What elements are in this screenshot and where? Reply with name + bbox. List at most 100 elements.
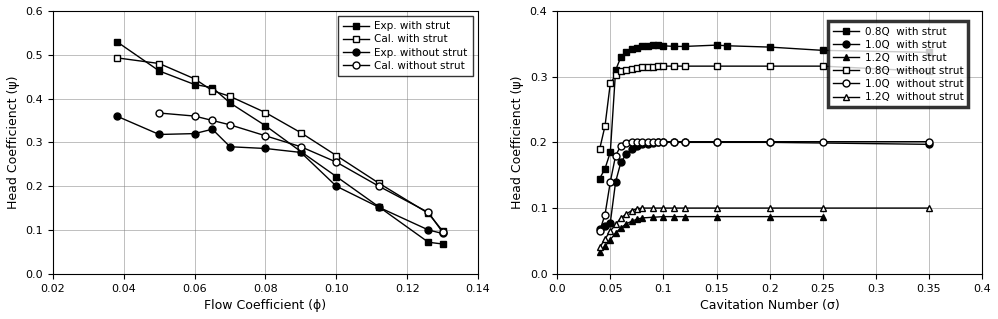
0.8Q⁤  without strut xyxy=(594,147,606,151)
0.8Q⁤  without strut xyxy=(605,81,617,85)
Cal. with strut xyxy=(436,229,448,233)
1.2Q⁤  with strut xyxy=(631,217,643,221)
Line: 0.8Q⁤  without strut: 0.8Q⁤ without strut xyxy=(596,63,932,152)
Exp. without strut xyxy=(330,184,342,188)
0.8Q⁤  with strut xyxy=(679,45,691,48)
Cal. without strut xyxy=(373,184,385,188)
1.2Q⁤  without strut xyxy=(679,206,691,210)
1.0Q⁤  without strut xyxy=(610,153,622,157)
1.0Q⁤  with strut xyxy=(923,142,935,146)
1.0Q⁤  with strut xyxy=(763,140,775,144)
1.2Q⁤  with strut xyxy=(763,215,775,219)
0.8Q⁤  with strut xyxy=(621,50,633,54)
0.8Q⁤  without strut xyxy=(636,65,648,69)
1.0Q⁤  with strut xyxy=(610,180,622,184)
Exp. with strut xyxy=(373,205,385,209)
1.0Q⁤  without strut xyxy=(642,140,654,144)
0.8Q⁤  with strut xyxy=(923,50,935,54)
0.8Q⁤  with strut xyxy=(642,44,654,48)
Cal. without strut xyxy=(294,145,306,149)
1.0Q⁤  without strut xyxy=(615,144,627,148)
1.2Q⁤  with strut xyxy=(658,215,670,219)
0.8Q⁤  without strut xyxy=(631,66,643,70)
0.8Q⁤  without strut xyxy=(763,64,775,68)
Cal. without strut xyxy=(422,211,434,214)
0.8Q⁤  with strut xyxy=(615,55,627,59)
Cal. with strut xyxy=(294,131,306,135)
1.2Q⁤  with strut xyxy=(668,215,680,219)
1.2Q⁤  with strut xyxy=(816,215,828,219)
Exp. without strut xyxy=(154,133,166,137)
0.8Q⁤  without strut xyxy=(711,64,723,68)
Line: 1.0Q⁤  without strut: 1.0Q⁤ without strut xyxy=(596,138,932,234)
Line: 1.2Q⁤  with strut: 1.2Q⁤ with strut xyxy=(596,213,826,256)
1.2Q⁤  with strut xyxy=(599,244,611,248)
Cal. without strut xyxy=(436,230,448,234)
1.2Q⁤  without strut xyxy=(605,229,617,233)
1.0Q⁤  with strut xyxy=(658,140,670,144)
1.0Q⁤  without strut xyxy=(668,140,680,144)
Exp. with strut xyxy=(154,69,166,73)
1.0Q⁤  without strut xyxy=(763,140,775,144)
1.0Q⁤  without strut xyxy=(621,141,633,145)
Line: 1.0Q⁤  with strut: 1.0Q⁤ with strut xyxy=(596,139,932,233)
1.2Q⁤  without strut xyxy=(599,237,611,241)
Exp. without strut xyxy=(189,132,201,136)
1.2Q⁤  without strut xyxy=(610,223,622,226)
Cal. without strut xyxy=(259,134,271,138)
1.0Q⁤  without strut xyxy=(923,140,935,144)
1.0Q⁤  with strut xyxy=(605,221,617,225)
1.0Q⁤  with strut xyxy=(599,225,611,228)
1.0Q⁤  without strut xyxy=(599,213,611,217)
1.0Q⁤  with strut xyxy=(621,152,633,156)
0.8Q⁤  with strut xyxy=(763,45,775,49)
1.2Q⁤  without strut xyxy=(631,207,643,211)
Exp. with strut xyxy=(259,124,271,128)
1.2Q⁤  with strut xyxy=(605,238,617,241)
Legend: Exp. with strut, Cal. with strut, Exp. without strut, Cal. without strut: Exp. with strut, Cal. with strut, Exp. w… xyxy=(338,16,473,76)
Cal. with strut xyxy=(225,94,237,98)
Cal. without strut xyxy=(154,111,166,115)
1.0Q⁤  without strut xyxy=(658,140,670,144)
Cal. with strut xyxy=(373,181,385,185)
1.2Q⁤  without strut xyxy=(594,246,606,249)
1.0Q⁤  without strut xyxy=(711,140,723,144)
Line: Exp. without strut: Exp. without strut xyxy=(113,113,446,237)
1.2Q⁤  without strut xyxy=(763,206,775,210)
Exp. with strut xyxy=(111,40,123,43)
0.8Q⁤  without strut xyxy=(652,64,664,68)
1.0Q⁤  with strut xyxy=(631,145,643,148)
1.2Q⁤  without strut xyxy=(711,206,723,210)
Exp. with strut xyxy=(330,174,342,178)
0.8Q⁤  with strut xyxy=(610,68,622,72)
Y-axis label: Head Coefficienct (ψ): Head Coefficienct (ψ) xyxy=(511,76,524,209)
0.8Q⁤  without strut xyxy=(626,67,638,71)
1.2Q⁤  without strut xyxy=(626,209,638,212)
1.2Q⁤  with strut xyxy=(626,219,638,223)
1.2Q⁤  without strut xyxy=(816,206,828,210)
1.0Q⁤  with strut xyxy=(642,142,654,145)
Cal. without strut xyxy=(207,119,219,122)
0.8Q⁤  with strut xyxy=(626,47,638,51)
0.8Q⁤  without strut xyxy=(610,73,622,77)
Line: 1.2Q⁤  without strut: 1.2Q⁤ without strut xyxy=(596,204,932,251)
1.0Q⁤  without strut xyxy=(605,180,617,184)
1.2Q⁤  with strut xyxy=(610,231,622,235)
Cal. with strut xyxy=(330,153,342,157)
0.8Q⁤  without strut xyxy=(816,64,828,68)
0.8Q⁤  with strut xyxy=(658,44,670,48)
Cal. without strut xyxy=(189,114,201,118)
Cal. with strut xyxy=(259,111,271,115)
1.2Q⁤  with strut xyxy=(711,215,723,219)
Exp. with strut xyxy=(189,83,201,86)
1.0Q⁤  without strut xyxy=(636,140,648,144)
0.8Q⁤  without strut xyxy=(679,64,691,68)
1.2Q⁤  with strut xyxy=(594,250,606,254)
0.8Q⁤  with strut xyxy=(599,167,611,171)
0.8Q⁤  with strut xyxy=(816,48,828,52)
0.8Q⁤  with strut xyxy=(636,45,648,48)
Line: Cal. with strut: Cal. with strut xyxy=(113,54,446,234)
1.0Q⁤  with strut xyxy=(652,140,664,144)
1.2Q⁤  with strut xyxy=(636,216,648,220)
Exp. with strut xyxy=(294,150,306,153)
